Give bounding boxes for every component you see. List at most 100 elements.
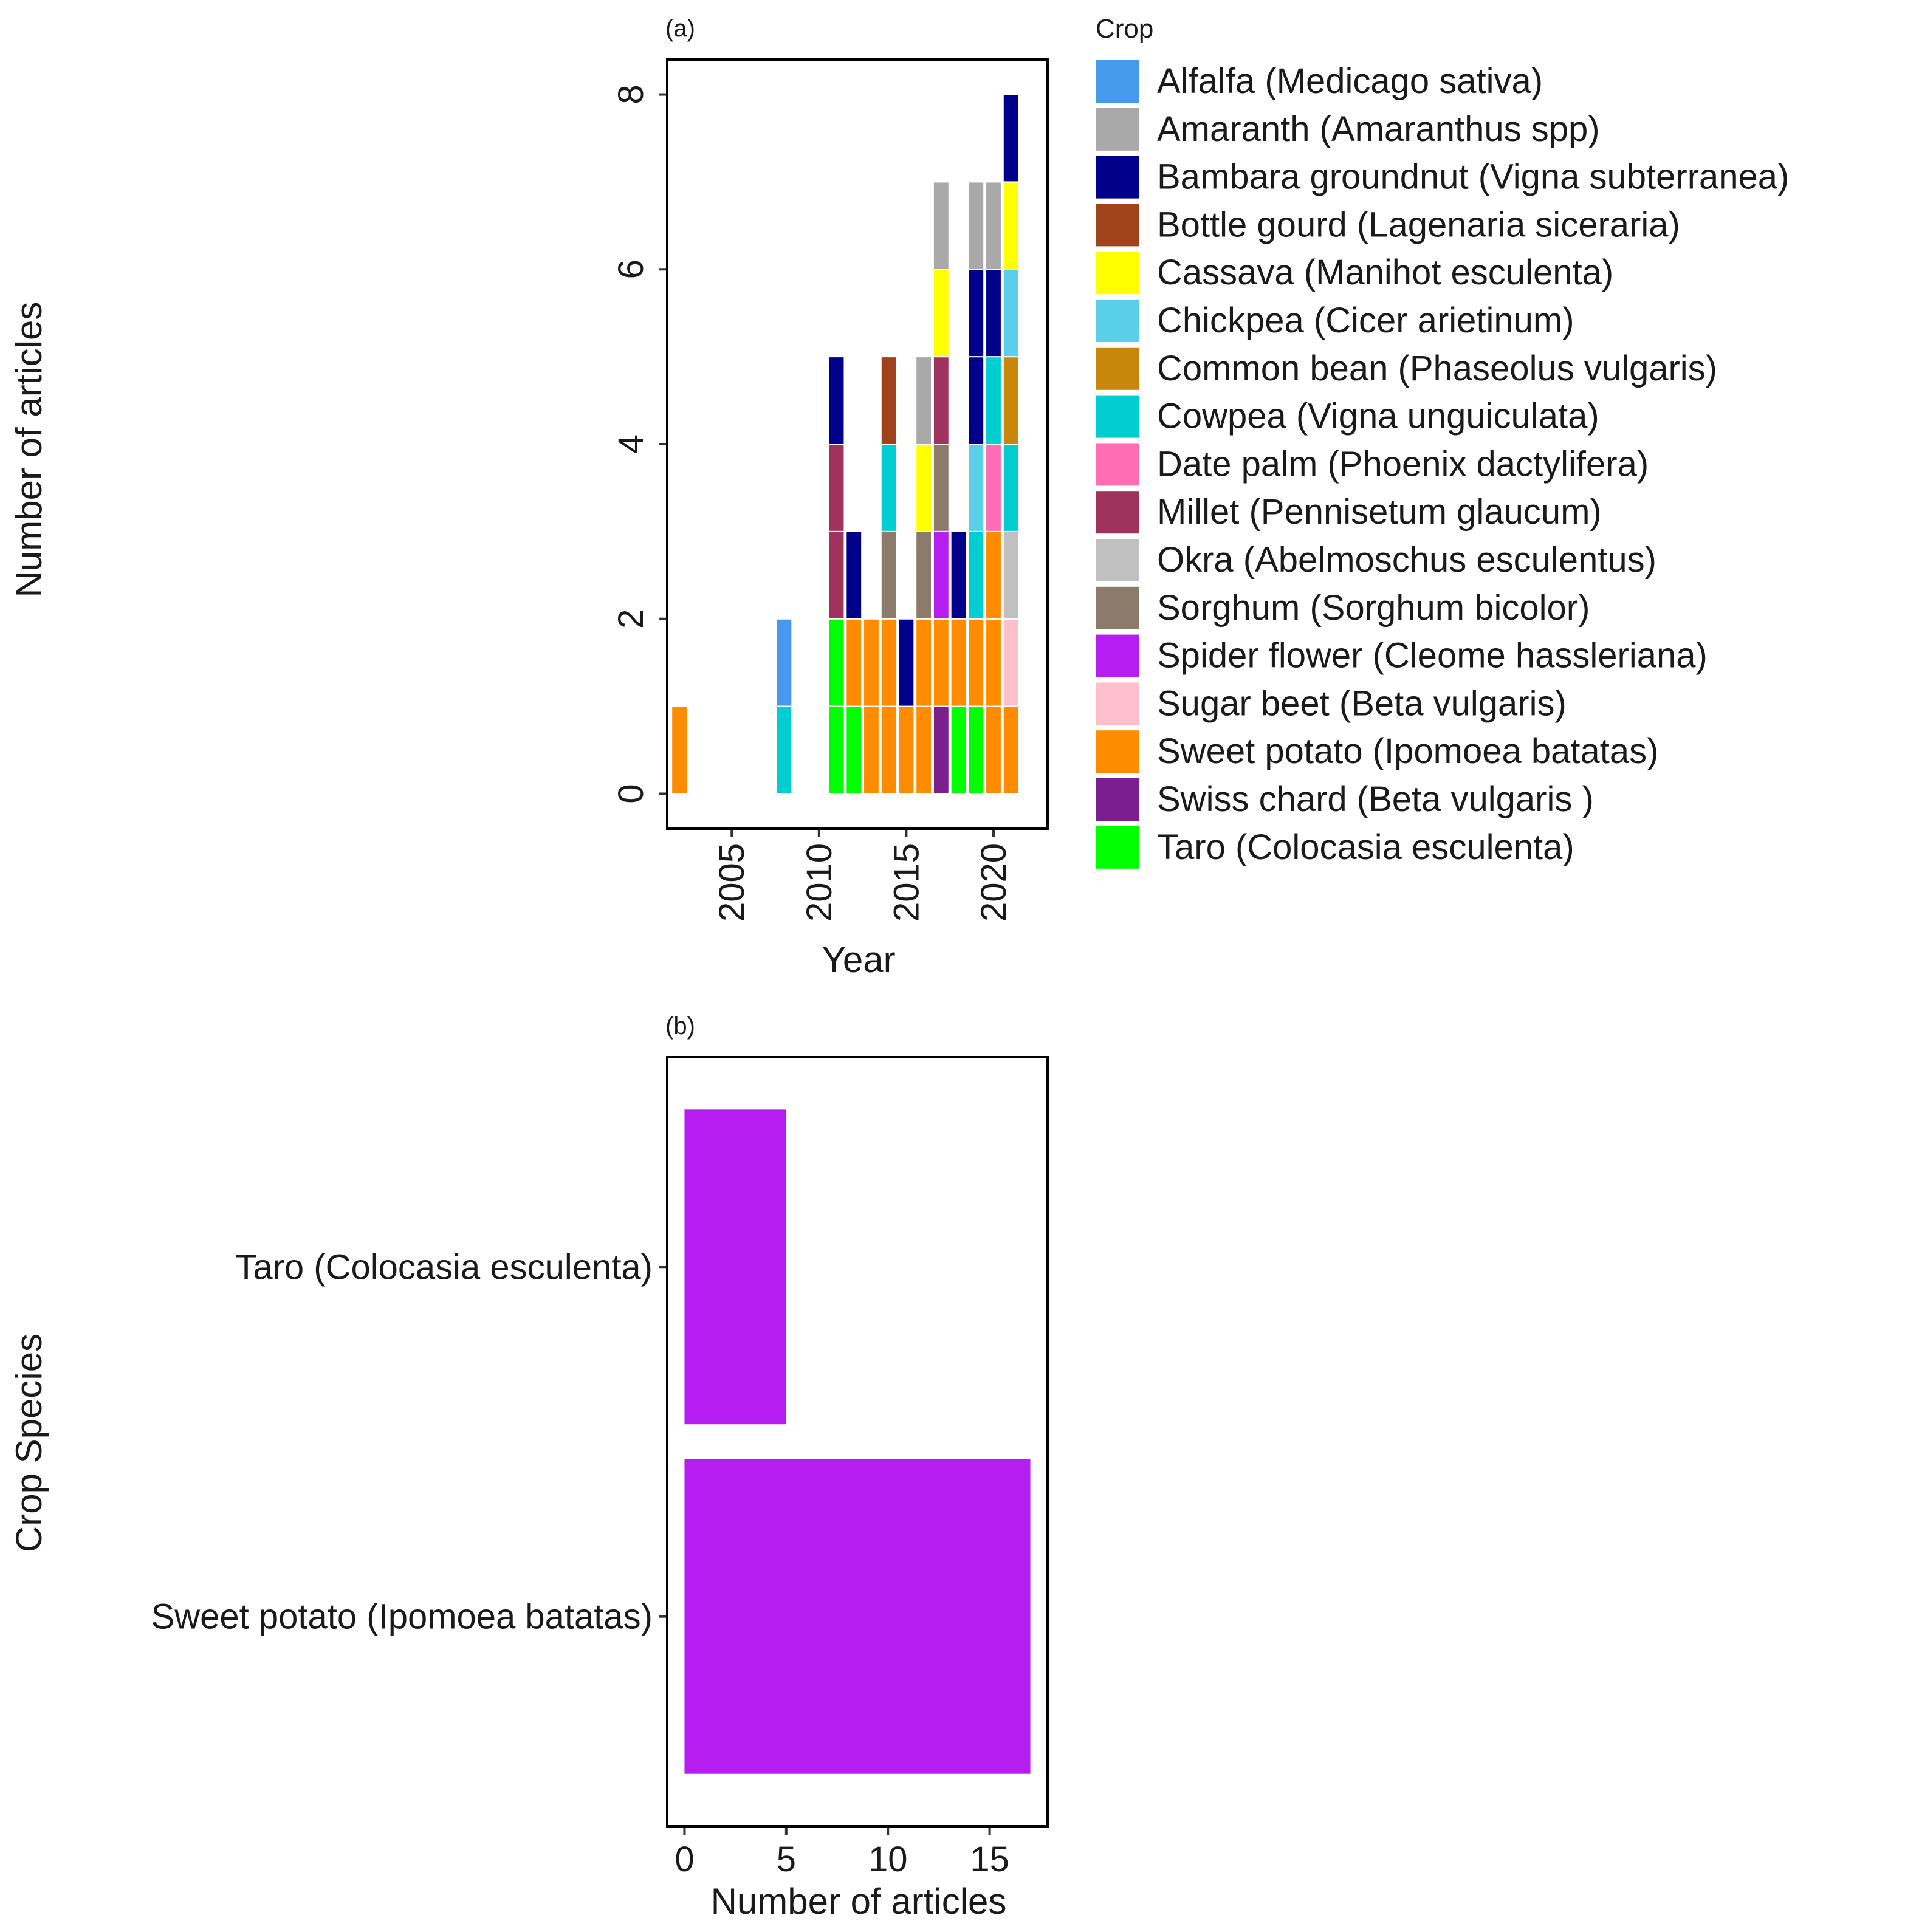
legend-label-sorghum-sorghum-bicolor: Sorghum (Sorghum bicolor) — [1157, 588, 1590, 628]
legend-label-taro-colocasia-esculenta: Taro (Colocasia esculenta) — [1157, 827, 1574, 867]
bar-segment-2008-alfalfa-medicago-sativa — [775, 618, 793, 707]
bar-segment-2019-taro-colocasia-esculenta — [967, 705, 985, 795]
bar-segment-2020-amaranth-amaranthus-spp — [985, 181, 1002, 270]
legend-items: Alfalfa (Medicago sativa) Amaranth (Amara… — [1096, 60, 1789, 869]
panel-a-x-axis-title: Year — [822, 939, 895, 980]
bar-segment-2014-cowpea-vigna-unguiculata — [880, 444, 898, 532]
panel-b-x-axis-title: Number of articles — [711, 1881, 1007, 1922]
bar-segment-2014-sweet-potato-ipomoea-batatas — [880, 618, 898, 707]
bar-segment-2017-millet-pennisetum-glaucum — [932, 356, 950, 445]
panel-b-y-axis-title: Crop Species — [9, 1334, 49, 1552]
bar-segment-2016-amaranth-amaranthus-spp — [915, 356, 933, 445]
bar-segment-2021-bambara-groundnut-vigna-subterranea — [1002, 94, 1020, 183]
bar-segment-2019-bambara-groundnut-vigna-subterranea — [967, 269, 985, 358]
legend-label-bambara-groundnut-vigna-subterranea: Bambara groundnut (Vigna subterranea) — [1157, 157, 1789, 197]
legend-swatch-millet-pennisetum-glaucum — [1096, 491, 1139, 534]
panel-b-x-tick-label: 5 — [777, 1840, 796, 1879]
bar-segment-2016-sweet-potato-ipomoea-batatas — [915, 705, 933, 795]
bar-segment-2020-date-palm-phoenix-dactylifera — [985, 444, 1002, 532]
bar-segment-2018-taro-colocasia-esculenta — [950, 705, 967, 795]
legend-swatch-common-bean-phaseolus-vulgaris — [1096, 347, 1139, 390]
panel-b: (b) Crop Species Number of articles Taro… — [9, 1013, 1049, 1922]
bar-segment-2021-cassava-manihot-esculenta — [1002, 181, 1020, 270]
bar-segment-2015-sweet-potato-ipomoea-batatas — [898, 705, 915, 795]
legend-label-sweet-potato-ipomoea-batatas: Sweet potato (Ipomoea batatas) — [1157, 731, 1658, 771]
legend-label-date-palm-phoenix-dactylifera: Date palm (Phoenix dactylifera) — [1157, 444, 1649, 484]
legend-swatch-chickpea-cicer-arietinum — [1096, 300, 1139, 342]
bar-taro-colocasia-esculenta — [684, 1109, 786, 1425]
bar-segment-2019-cowpea-vigna-unguiculata — [967, 530, 985, 620]
bar-segment-2021-cowpea-vigna-unguiculata — [1002, 444, 1020, 532]
bar-segment-2011-taro-colocasia-esculenta — [828, 705, 845, 795]
panel-a-frame — [666, 58, 1049, 830]
bar-segment-2018-sweet-potato-ipomoea-batatas — [950, 618, 967, 707]
panel-b-category-label: Sweet potato (Ipomoea batatas) — [151, 1597, 653, 1637]
bar-segment-2016-sweet-potato-ipomoea-batatas — [915, 618, 933, 707]
bar-segment-2019-sweet-potato-ipomoea-batatas — [967, 618, 985, 707]
panel-b-x-tick-label: 15 — [970, 1840, 1009, 1879]
bar-segment-2019-amaranth-amaranthus-spp — [967, 181, 985, 270]
bar-segment-2021-sugar-beet-beta-vulgaris — [1002, 618, 1020, 707]
panel-a-y-tick-label: 2 — [611, 609, 651, 629]
panel-b-bars — [684, 1109, 1031, 1774]
legend: Crop Alfalfa (Medicago sativa) Amaranth (… — [1096, 14, 1789, 869]
panel-a-x-tick-label: 2015 — [887, 843, 926, 922]
legend-swatch-spider-flower-cleome-hassleriana — [1096, 634, 1139, 677]
bar-segment-2002-sweet-potato-ipomoea-batatas — [671, 705, 688, 795]
legend-swatch-cassava-manihot-esculenta — [1096, 252, 1139, 295]
bar-segment-2012-taro-colocasia-esculenta — [845, 705, 863, 795]
legend-swatch-amaranth-amaranthus-spp — [1096, 108, 1139, 151]
legend-label-millet-pennisetum-glaucum: Millet (Pennisetum glaucum) — [1157, 492, 1602, 532]
legend-swatch-swiss-chard-beta-vulgaris — [1096, 778, 1139, 821]
bar-sweet-potato-ipomoea-batatas — [684, 1459, 1031, 1774]
legend-title: Crop — [1096, 14, 1153, 44]
legend-label-swiss-chard-beta-vulgaris: Swiss chard (Beta vulgaris ) — [1157, 779, 1594, 819]
legend-label-sugar-beet-beta-vulgaris: Sugar beet (Beta vulgaris) — [1157, 683, 1567, 723]
bar-segment-2013-sweet-potato-ipomoea-batatas — [863, 618, 880, 707]
bar-segment-2014-bottle-gourd-lagenaria-siceraria — [880, 356, 898, 445]
bar-segment-2021-common-bean-phaseolus-vulgaris — [1002, 356, 1020, 445]
bar-segment-2017-cassava-manihot-esculenta — [932, 269, 950, 358]
bar-segment-2021-chickpea-cicer-arietinum — [1002, 269, 1020, 358]
panel-a-y-tick-label: 8 — [611, 84, 651, 104]
legend-swatch-sweet-potato-ipomoea-batatas — [1096, 730, 1139, 773]
bar-segment-2016-cassava-manihot-esculenta — [915, 444, 933, 532]
legend-label-alfalfa-medicago-sativa: Alfalfa (Medicago sativa) — [1157, 61, 1543, 101]
legend-swatch-okra-abelmoschus-esculentus — [1096, 539, 1139, 581]
panel-b-axes: Taro (Colocasia esculenta) Sweet potato (… — [151, 1247, 1009, 1879]
bar-segment-2020-bambara-groundnut-vigna-subterranea — [985, 269, 1002, 358]
panel-a-bars — [671, 94, 1020, 795]
bar-segment-2017-amaranth-amaranthus-spp — [932, 181, 950, 270]
bar-segment-2021-sweet-potato-ipomoea-batatas — [1002, 705, 1020, 795]
legend-label-bottle-gourd-lagenaria-siceraria: Bottle gourd (Lagenaria siceraria) — [1157, 205, 1680, 244]
legend-label-amaranth-amaranthus-spp: Amaranth (Amaranthus spp) — [1157, 109, 1600, 149]
bar-segment-2012-bambara-groundnut-vigna-subterranea — [845, 530, 863, 620]
bar-segment-2019-chickpea-cicer-arietinum — [967, 444, 985, 532]
panel-a-y-tick-label: 4 — [611, 434, 651, 454]
bar-segment-2020-sweet-potato-ipomoea-batatas — [985, 530, 1002, 620]
legend-label-common-bean-phaseolus-vulgaris: Common bean (Phaseolus vulgaris) — [1157, 349, 1717, 388]
panel-a-y-axis-title: Number of articles — [9, 302, 49, 598]
panel-b-label: (b) — [665, 1013, 695, 1040]
bar-segment-2012-sweet-potato-ipomoea-batatas — [845, 618, 863, 707]
panel-a-y-tick-label: 6 — [611, 259, 651, 279]
bar-segment-2020-sweet-potato-ipomoea-batatas — [985, 618, 1002, 707]
panel-b-x-tick-label: 10 — [868, 1840, 908, 1879]
panel-a: (a) Number of articles Year 0 2 4 6 8 2005 201… — [9, 15, 1049, 980]
legend-label-cowpea-vigna-unguiculata: Cowpea (Vigna unguiculata) — [1157, 397, 1599, 436]
bar-segment-2017-sweet-potato-ipomoea-batatas — [932, 618, 950, 707]
bar-segment-2016-sorghum-sorghum-bicolor — [915, 530, 933, 620]
bar-segment-2017-swiss-chard-beta-vulgaris — [932, 705, 950, 795]
bar-segment-2011-millet-pennisetum-glaucum — [828, 444, 845, 532]
legend-swatch-bottle-gourd-lagenaria-siceraria — [1096, 204, 1139, 247]
bar-segment-2013-sweet-potato-ipomoea-batatas — [863, 705, 880, 795]
bar-segment-2020-cowpea-vigna-unguiculata — [985, 356, 1002, 445]
bar-segment-2017-sorghum-sorghum-bicolor — [932, 444, 950, 532]
legend-label-chickpea-cicer-arietinum: Chickpea (Cicer arietinum) — [1157, 301, 1574, 340]
legend-swatch-sugar-beet-beta-vulgaris — [1096, 682, 1139, 725]
panel-a-x-tick-label: 2020 — [974, 843, 1014, 922]
legend-swatch-sorghum-sorghum-bicolor — [1096, 586, 1139, 629]
bar-segment-2014-sweet-potato-ipomoea-batatas — [880, 705, 898, 795]
bar-segment-2011-bambara-groundnut-vigna-subterranea — [828, 356, 845, 445]
